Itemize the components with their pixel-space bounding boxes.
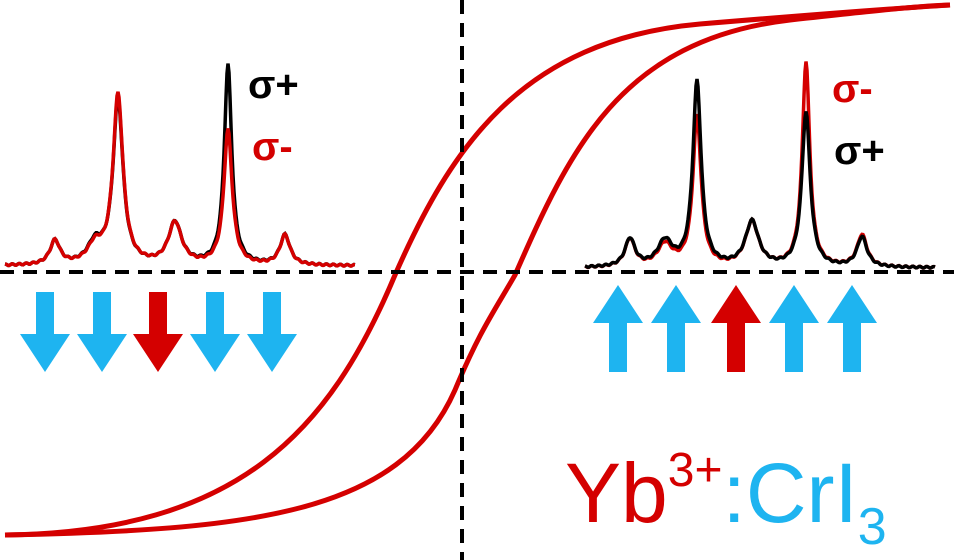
spectrum-black: [584, 78, 936, 270]
formula: Yb3+:CrI3: [565, 444, 887, 556]
spectrum-red: [4, 91, 356, 268]
sigma-label: σ+: [248, 63, 299, 107]
sigma-label: σ-: [832, 67, 873, 111]
arrow-down: [77, 292, 127, 372]
sigma-label: σ-: [252, 125, 293, 169]
formula-ion: Yb: [565, 446, 668, 540]
arrow-up: [711, 285, 761, 372]
formula-charge: 3+: [668, 444, 723, 497]
spin-arrows: [20, 285, 877, 372]
arrow-down: [190, 292, 240, 372]
formula-subscript: 3: [858, 498, 887, 556]
hysteresis-upper: [4, 2, 951, 538]
spectra: [4, 61, 936, 270]
arrow-down: [20, 292, 70, 372]
arrow-down: [247, 292, 297, 372]
arrow-up: [769, 285, 819, 372]
arrow-up: [593, 285, 643, 372]
sigma-label: σ+: [834, 129, 885, 173]
arrow-up: [827, 285, 877, 372]
arrow-down: [133, 292, 183, 372]
hysteresis-lower: [4, 2, 951, 538]
arrow-up: [651, 285, 701, 372]
formula-host: :CrI: [722, 446, 857, 540]
